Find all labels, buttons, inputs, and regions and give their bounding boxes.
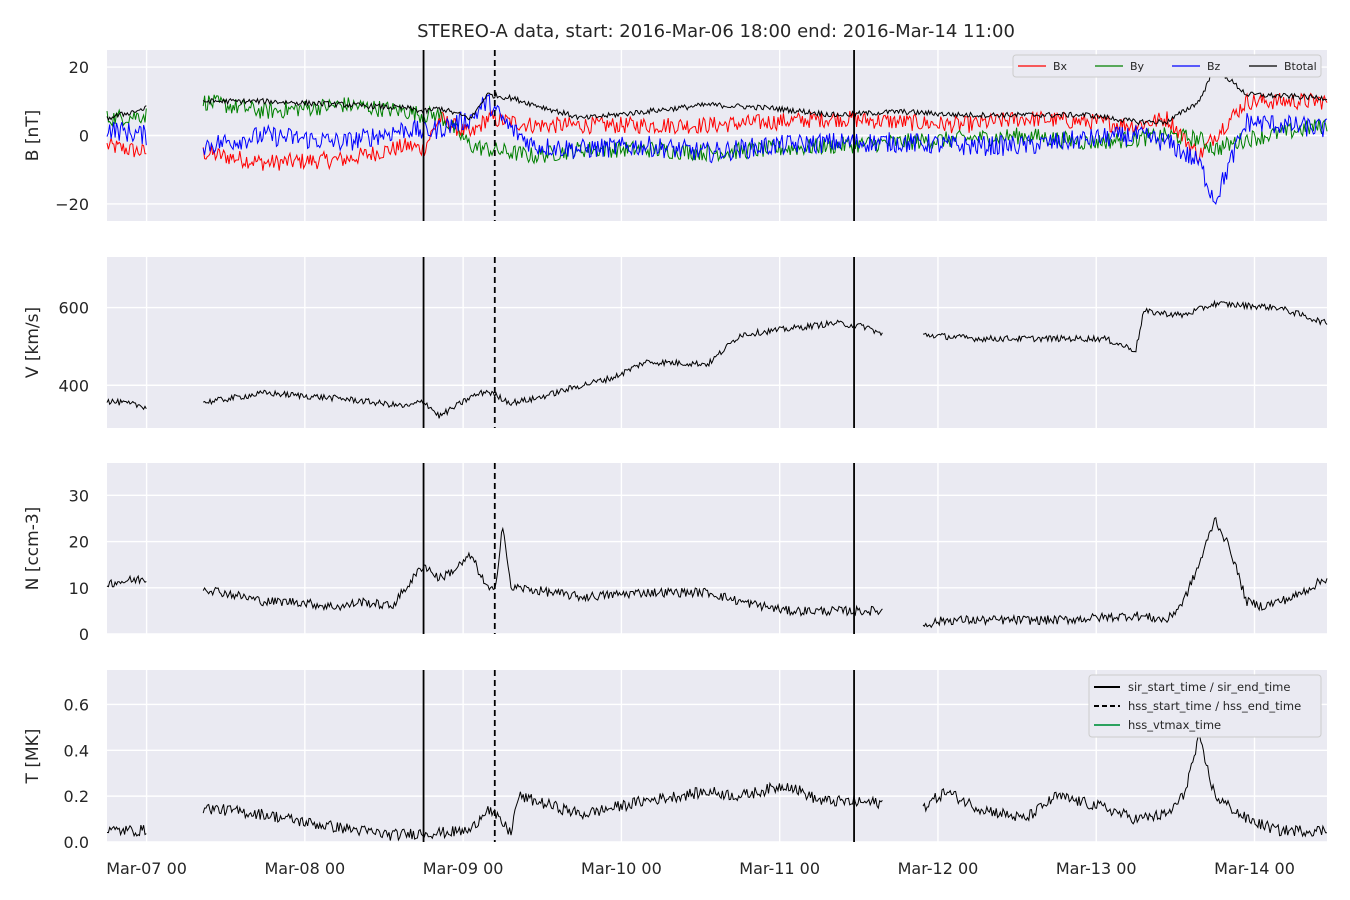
- y-tick-label: 20: [69, 533, 89, 552]
- y-tick-label: 20: [69, 58, 89, 77]
- legend-label: Btotal: [1284, 60, 1317, 73]
- x-tick-label: Mar-13 00: [1056, 859, 1137, 878]
- legend-label: hss_start_time / hss_end_time: [1128, 699, 1301, 713]
- x-tick-label: Mar-09 00: [423, 859, 504, 878]
- y-tick-label: 0: [79, 625, 89, 644]
- y-tick-label: 400: [58, 376, 89, 395]
- series-Bz: [106, 93, 1328, 206]
- y-tick-label: 10: [69, 579, 89, 598]
- y-tick-label: 0.6: [64, 695, 89, 714]
- legend-label: sir_start_time / sir_end_time: [1128, 680, 1290, 694]
- legend-frame: [1012, 54, 1322, 78]
- panel-T: 0.0 0.2 0.4 0.6 T [MK] Mar-07 00 Mar-08 00 Mar-…: [23, 670, 1327, 878]
- series-Btotal: [106, 66, 1328, 126]
- series-V: [106, 299, 1328, 419]
- y-axis-label: T [MK]: [23, 729, 43, 785]
- series-T: [106, 734, 1327, 842]
- y-axis-label: B [nT]: [23, 110, 43, 162]
- y-tick-label: 30: [69, 486, 89, 505]
- panel-B: −20 0 20 B [nT] Bx By Bz Btotal: [23, 50, 1328, 221]
- legend-label: Bz: [1207, 60, 1221, 73]
- y-axis-label: V [km/s]: [23, 307, 43, 378]
- x-tick-label: Mar-11 00: [739, 859, 820, 878]
- legend-frame: [1088, 674, 1322, 738]
- x-tick-label: Mar-12 00: [898, 859, 979, 878]
- panel-background: [107, 257, 1327, 428]
- legend-T: sir_start_time / sir_end_time hss_start_t…: [1088, 674, 1322, 738]
- y-tick-label: 0.4: [64, 741, 89, 760]
- legend-label: Bx: [1053, 60, 1068, 73]
- legend-label: By: [1130, 60, 1145, 73]
- legend-B: Bx By Bz Btotal: [1012, 54, 1322, 78]
- y-tick-label: 600: [58, 299, 89, 318]
- legend-label: hss_vtmax_time: [1128, 718, 1221, 732]
- panel-V: 400 600 V [km/s]: [23, 257, 1328, 428]
- series-N: [106, 516, 1328, 629]
- y-tick-label: −20: [55, 195, 89, 214]
- y-tick-label: 0.0: [64, 833, 89, 852]
- chart-title: STEREO-A data, start: 2016-Mar-06 18:00 …: [417, 21, 1015, 42]
- x-tick-label: Mar-14 00: [1214, 859, 1295, 878]
- x-tick-label: Mar-10 00: [581, 859, 662, 878]
- panel-background: [107, 463, 1327, 634]
- y-tick-label: 0.2: [64, 787, 89, 806]
- y-axis-label: N [ccm-3]: [23, 507, 43, 591]
- y-tick-label: 0: [79, 127, 89, 146]
- x-tick-label: Mar-07 00: [106, 859, 187, 878]
- x-tick-label: Mar-08 00: [264, 859, 345, 878]
- series-By: [106, 94, 1328, 165]
- axes-layer: −20 0 20 B [nT] Bx By Bz Btotal 400 600 V [km/s] 0 1…: [23, 50, 1328, 878]
- panel-N: 0 10 20 30 N [ccm-3]: [23, 463, 1328, 644]
